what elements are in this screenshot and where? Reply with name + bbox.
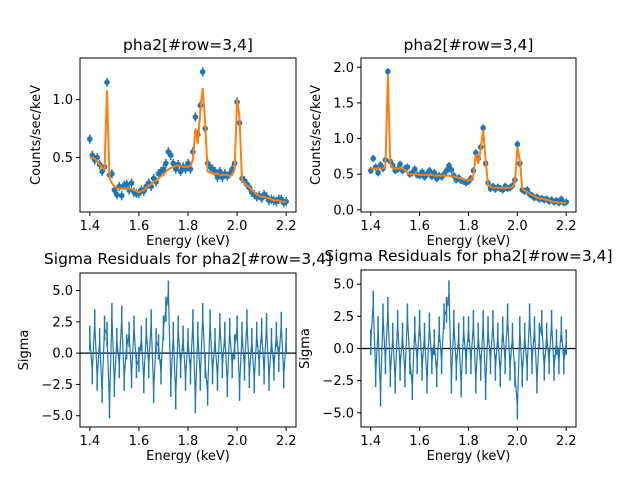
y-axis-label: Sigma — [298, 328, 313, 369]
data-point — [426, 167, 433, 174]
y-tick-label: −2.5 — [322, 374, 354, 389]
data-point — [109, 170, 115, 177]
data-point — [123, 181, 130, 188]
data-point — [177, 168, 184, 175]
x-axis-label: Energy (keV) — [146, 234, 230, 249]
x-axis-label: Energy (keV) — [427, 234, 511, 249]
data-point — [87, 136, 93, 142]
x-tick-label: 1.4 — [79, 219, 100, 234]
x-tick-label: 2.2 — [276, 434, 297, 449]
y-axis-label: Sigma — [17, 330, 32, 371]
x-tick-label: 1.4 — [360, 219, 381, 234]
x-tick-label: 1.4 — [360, 434, 381, 449]
data-point — [199, 69, 206, 75]
y-tick-label: 2.5 — [333, 310, 354, 325]
data-point — [111, 187, 118, 193]
x-tick-label: 1.6 — [129, 219, 150, 234]
data-point — [160, 166, 167, 172]
x-tick-label: 2.2 — [556, 434, 577, 449]
data-point — [446, 162, 452, 169]
y-tick-label: 1.0 — [52, 93, 73, 108]
y-axis-label: Counts/sec/keV — [29, 85, 44, 185]
data-point — [443, 167, 450, 174]
data-point — [99, 168, 105, 175]
y-tick-label: −2.5 — [41, 378, 73, 393]
x-tick-label: 1.6 — [409, 219, 430, 234]
x-tick-label: 1.8 — [178, 434, 199, 449]
y-tick-label: 1.5 — [333, 96, 354, 111]
x-tick-label: 1.4 — [79, 434, 100, 449]
data-point — [480, 125, 486, 131]
data-point — [448, 167, 455, 173]
data-point — [514, 141, 521, 148]
data-point — [473, 150, 479, 156]
data-point — [214, 174, 221, 181]
subplot-3: 1.4 1.6 1.8 2.0 2.2 5.0 2.5 0.0 −2.5 −5.0 Energy (… — [17, 250, 332, 464]
data-point — [128, 180, 135, 186]
subplot-title: Sigma Residuals for pha2[#row=3,4] — [44, 250, 332, 268]
data-point — [163, 160, 169, 167]
data-point — [370, 155, 377, 162]
y-tick-label: 2.0 — [333, 61, 354, 76]
y-tick-label: 0.0 — [333, 203, 354, 218]
x-tick-label: 2.0 — [507, 219, 528, 234]
data-point — [187, 166, 194, 172]
data-point — [118, 192, 125, 199]
subplot-title: pha2[#row=3,4] — [404, 36, 534, 54]
data-point — [172, 166, 179, 172]
data-point — [419, 169, 425, 175]
y-tick-label: −5.0 — [322, 406, 354, 421]
y-tick-label: 5.0 — [52, 284, 73, 299]
data-point — [104, 79, 110, 86]
data-point — [404, 164, 411, 170]
x-tick-label: 2.0 — [227, 219, 248, 234]
data-point — [385, 68, 391, 75]
x-tick-label: 2.0 — [227, 434, 248, 449]
data-point — [168, 152, 174, 159]
data-point — [375, 169, 381, 176]
data-point — [217, 168, 223, 175]
axes-frame — [360, 57, 577, 213]
subplot-4: 1.4 1.6 1.8 2.0 2.2 5.0 2.5 0.0 −2.5 −5.0 Energy (… — [298, 247, 613, 464]
x-tick-label: 2.2 — [556, 219, 577, 234]
y-tick-label: 0.5 — [333, 168, 354, 183]
data-point — [192, 114, 199, 120]
model-line — [370, 74, 567, 204]
subplot-1: 1.4 1.6 1.8 2.0 2.2 0.5 1.0 Energy (keV) Counts/… — [29, 36, 297, 249]
y-tick-label: −5.0 — [41, 409, 73, 424]
x-tick-label: 1.8 — [458, 434, 479, 449]
data-point — [185, 160, 191, 167]
residual-line — [89, 292, 287, 406]
y-axis-label: Counts/sec/keV — [309, 85, 324, 185]
x-tick-label: 1.8 — [178, 219, 199, 234]
x-tick-label: 1.6 — [409, 434, 430, 449]
x-axis-label: Energy (keV) — [146, 449, 230, 464]
y-tick-label: 0.5 — [52, 151, 73, 166]
data-point — [114, 191, 120, 198]
y-tick-label: 0.0 — [52, 347, 73, 362]
data-point — [170, 160, 177, 167]
x-axis-label: Energy (keV) — [427, 449, 511, 464]
y-tick-label: 2.5 — [52, 315, 73, 330]
model-line — [89, 87, 287, 203]
subplot-title: pha2[#row=3,4] — [123, 36, 253, 54]
y-tick-label: 0.0 — [333, 342, 354, 357]
y-tick-label: 1.0 — [333, 132, 354, 147]
x-tick-label: 2.0 — [507, 434, 528, 449]
data-point — [397, 161, 403, 168]
x-tick-label: 1.6 — [129, 434, 150, 449]
x-tick-label: 1.8 — [458, 219, 479, 234]
y-tick-label: 5.0 — [333, 278, 354, 293]
residual-line — [370, 293, 567, 407]
data-point — [411, 166, 418, 173]
x-tick-label: 2.2 — [276, 219, 297, 234]
subplot-title: Sigma Residuals for pha2[#row=3,4] — [324, 247, 612, 265]
